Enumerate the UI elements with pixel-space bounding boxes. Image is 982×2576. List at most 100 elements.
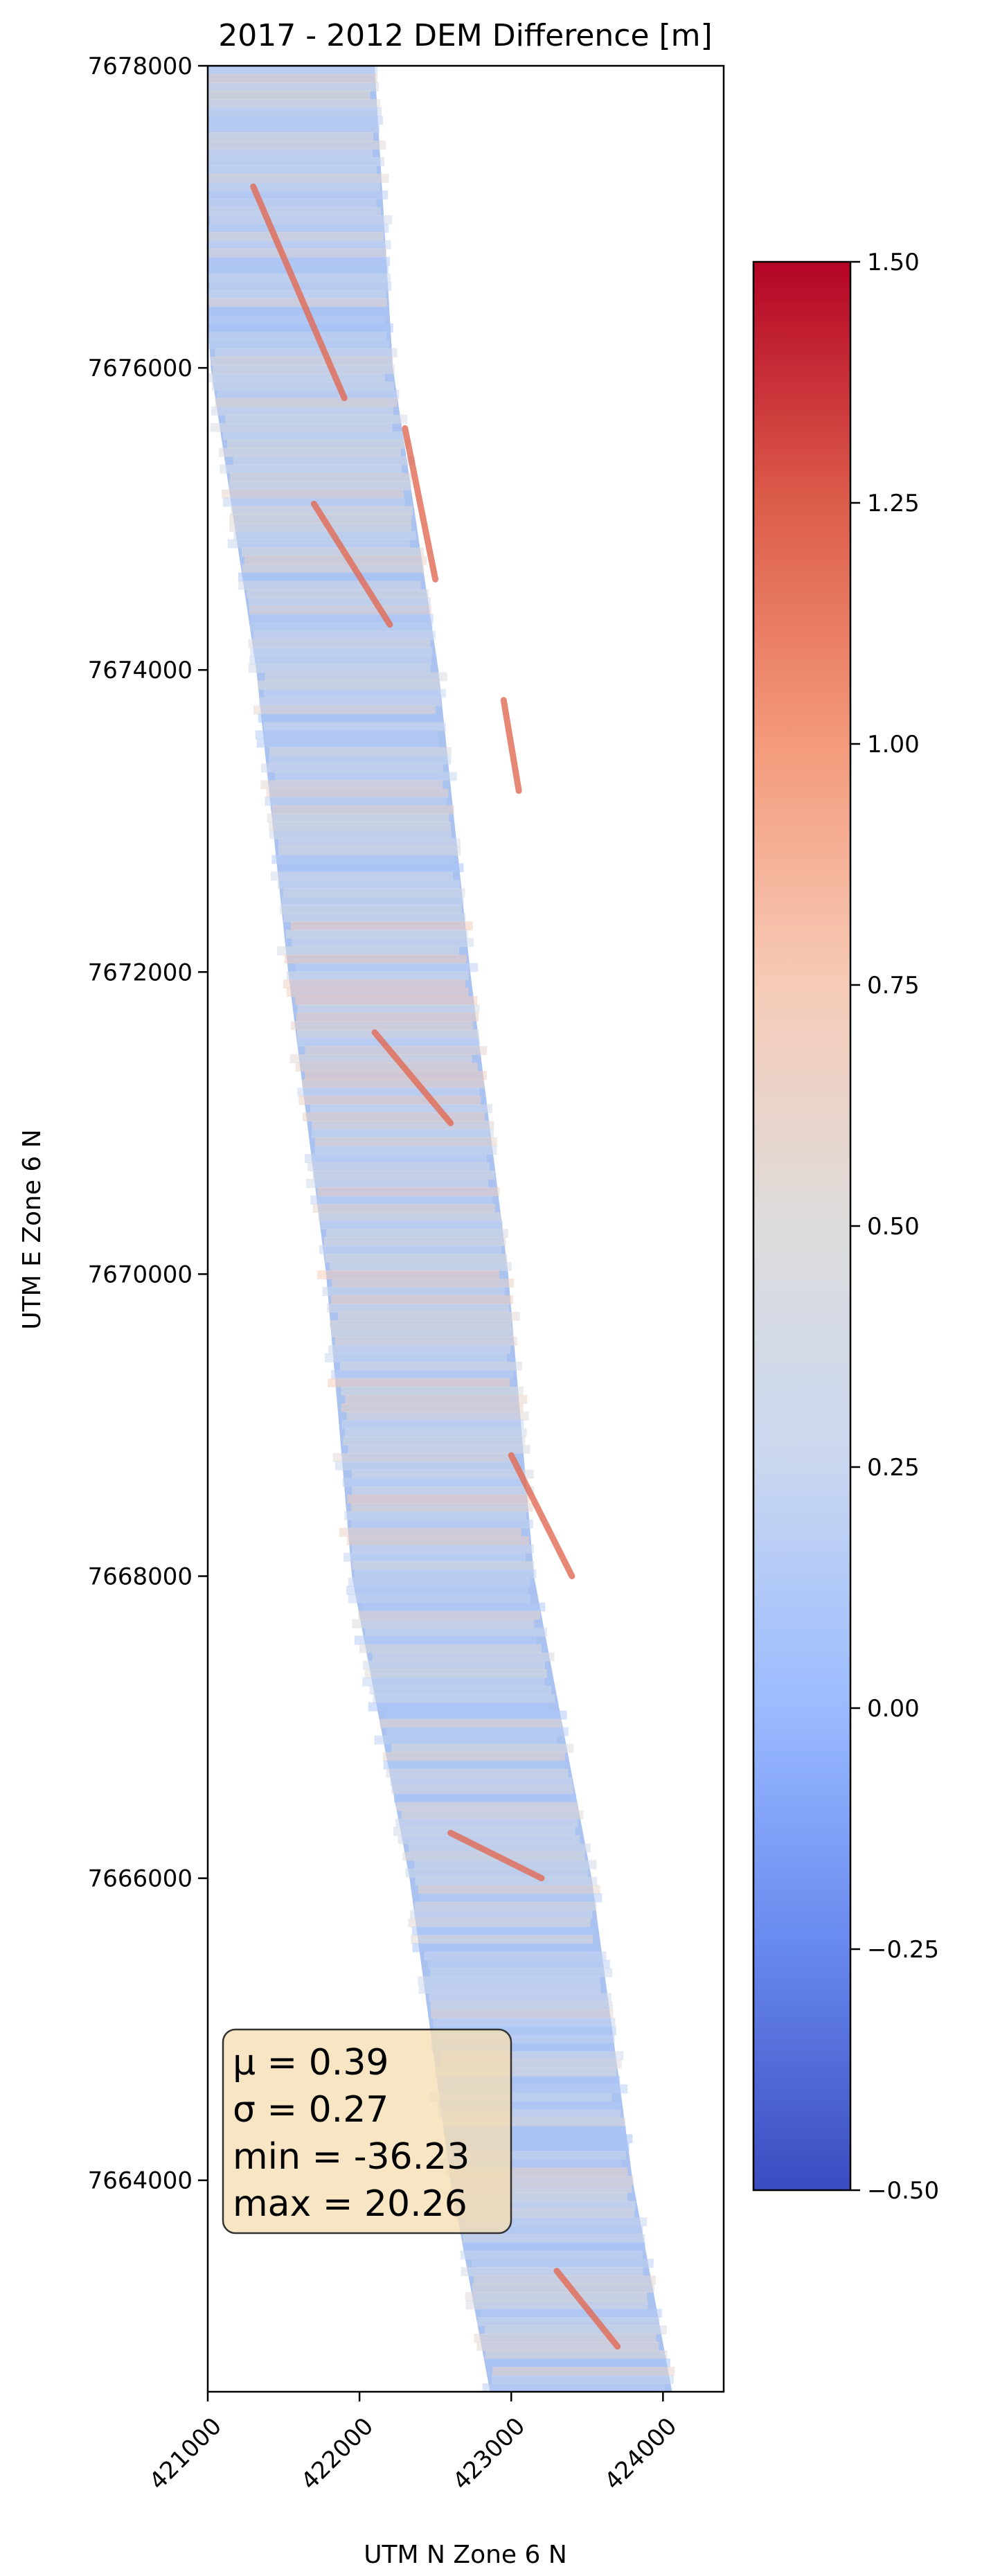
strip-band (289, 1054, 472, 1064)
strip-band (281, 863, 464, 873)
strip-band (317, 1270, 500, 1279)
strip-band (208, 123, 380, 133)
strip-band (210, 215, 393, 224)
strip-band (317, 1187, 500, 1197)
strip-band (431, 2009, 614, 2019)
y-tick-label: 7670000 (88, 1261, 193, 1288)
strip-band (278, 838, 461, 848)
strip-band (330, 1295, 513, 1304)
strip-band (430, 1968, 613, 1978)
x-tick-label: 423000 (447, 2413, 530, 2496)
strip-band (208, 306, 389, 316)
strip-band (337, 1311, 520, 1321)
colorbar-tick-label: 0.00 (867, 1695, 920, 1723)
strip-band (411, 1935, 593, 1944)
strip-band (208, 181, 381, 191)
strip-band (341, 1419, 524, 1429)
strip-band (208, 190, 389, 199)
strip-band (208, 132, 374, 141)
strip-band (433, 2018, 616, 2027)
strip-band (393, 1827, 575, 1836)
strip-band (311, 1129, 494, 1139)
strip-band (352, 1619, 535, 1628)
strip-band (460, 2250, 643, 2260)
strip-band (208, 373, 385, 382)
plot-frame (206, 64, 725, 2393)
strip-band (380, 1718, 562, 1728)
strip-band (208, 206, 382, 216)
strip-band (269, 821, 452, 831)
colorbar-tick-label: 1.50 (867, 249, 920, 276)
strip-band (233, 456, 416, 465)
strip-band (258, 713, 440, 723)
strip-band (418, 1976, 600, 1986)
strip-band (398, 1835, 580, 1845)
strip-band (335, 1461, 517, 1471)
strip-band (223, 431, 406, 441)
strip-band (340, 1361, 522, 1371)
strip-band (430, 2001, 613, 2011)
y-tick-label: 7676000 (88, 355, 193, 382)
strip-band (312, 1121, 494, 1130)
strip-band (278, 880, 461, 889)
strip-band (461, 2267, 643, 2277)
strip-band (290, 921, 473, 931)
strip-band (424, 1951, 607, 1961)
strip-band (290, 1021, 473, 1031)
strip-streak (402, 425, 439, 583)
strip-band (354, 1569, 537, 1579)
strip-band (211, 323, 393, 332)
strip-band (329, 1320, 512, 1329)
strip-band (229, 472, 412, 482)
strip-band (251, 614, 434, 623)
x-tick-label: 424000 (599, 2413, 682, 2496)
strip-band (331, 1369, 514, 1379)
strip-band (343, 1552, 526, 1562)
strip-band (343, 1511, 526, 1520)
strip-band (312, 1171, 495, 1180)
strip-band (249, 605, 432, 615)
strip-band (386, 1768, 569, 1778)
strip-band (208, 90, 371, 100)
strip-band (208, 140, 386, 150)
strip-band (249, 655, 432, 665)
strip-streak (250, 183, 348, 402)
strip-band (463, 2234, 645, 2244)
x-axis-ticks: 421000 422000 423000 424000 (144, 2392, 682, 2496)
strip-band (280, 905, 463, 914)
strip-band (296, 1013, 479, 1022)
strip-streak (553, 2268, 621, 2350)
strip-band (484, 2325, 667, 2335)
strip-band (410, 1910, 593, 1919)
strip-band (250, 622, 433, 632)
strip-band (244, 556, 427, 565)
strip-band (310, 1104, 492, 1114)
strip-band (227, 539, 410, 549)
strip-band (492, 2375, 674, 2385)
strip-band (248, 639, 431, 648)
strip-band (271, 871, 454, 881)
strip-band (314, 1137, 497, 1147)
stats-mu: μ = 0.39 (233, 2042, 389, 2084)
strip-band (265, 672, 447, 682)
colorbar-tick-label: −0.25 (867, 1936, 939, 1964)
strip-band (269, 747, 452, 756)
strip-band (215, 348, 398, 357)
strip-band (328, 1378, 510, 1387)
strip-band (384, 1710, 567, 1720)
strip-band (310, 1196, 493, 1205)
strip-band (208, 223, 389, 233)
y-tick-label: 7666000 (88, 1865, 193, 1893)
strip-band (364, 1669, 547, 1678)
strip-band (312, 1204, 495, 1214)
strip-band (339, 1527, 521, 1537)
strip-band (208, 157, 385, 166)
strip-band (414, 1901, 597, 1911)
stats-box-background (222, 2028, 512, 2235)
strip-band (253, 705, 436, 715)
strip-band (414, 1860, 597, 1869)
strip-band (255, 730, 438, 740)
strip-band (208, 115, 384, 125)
strip-band (208, 66, 378, 75)
strip-band (285, 930, 468, 939)
